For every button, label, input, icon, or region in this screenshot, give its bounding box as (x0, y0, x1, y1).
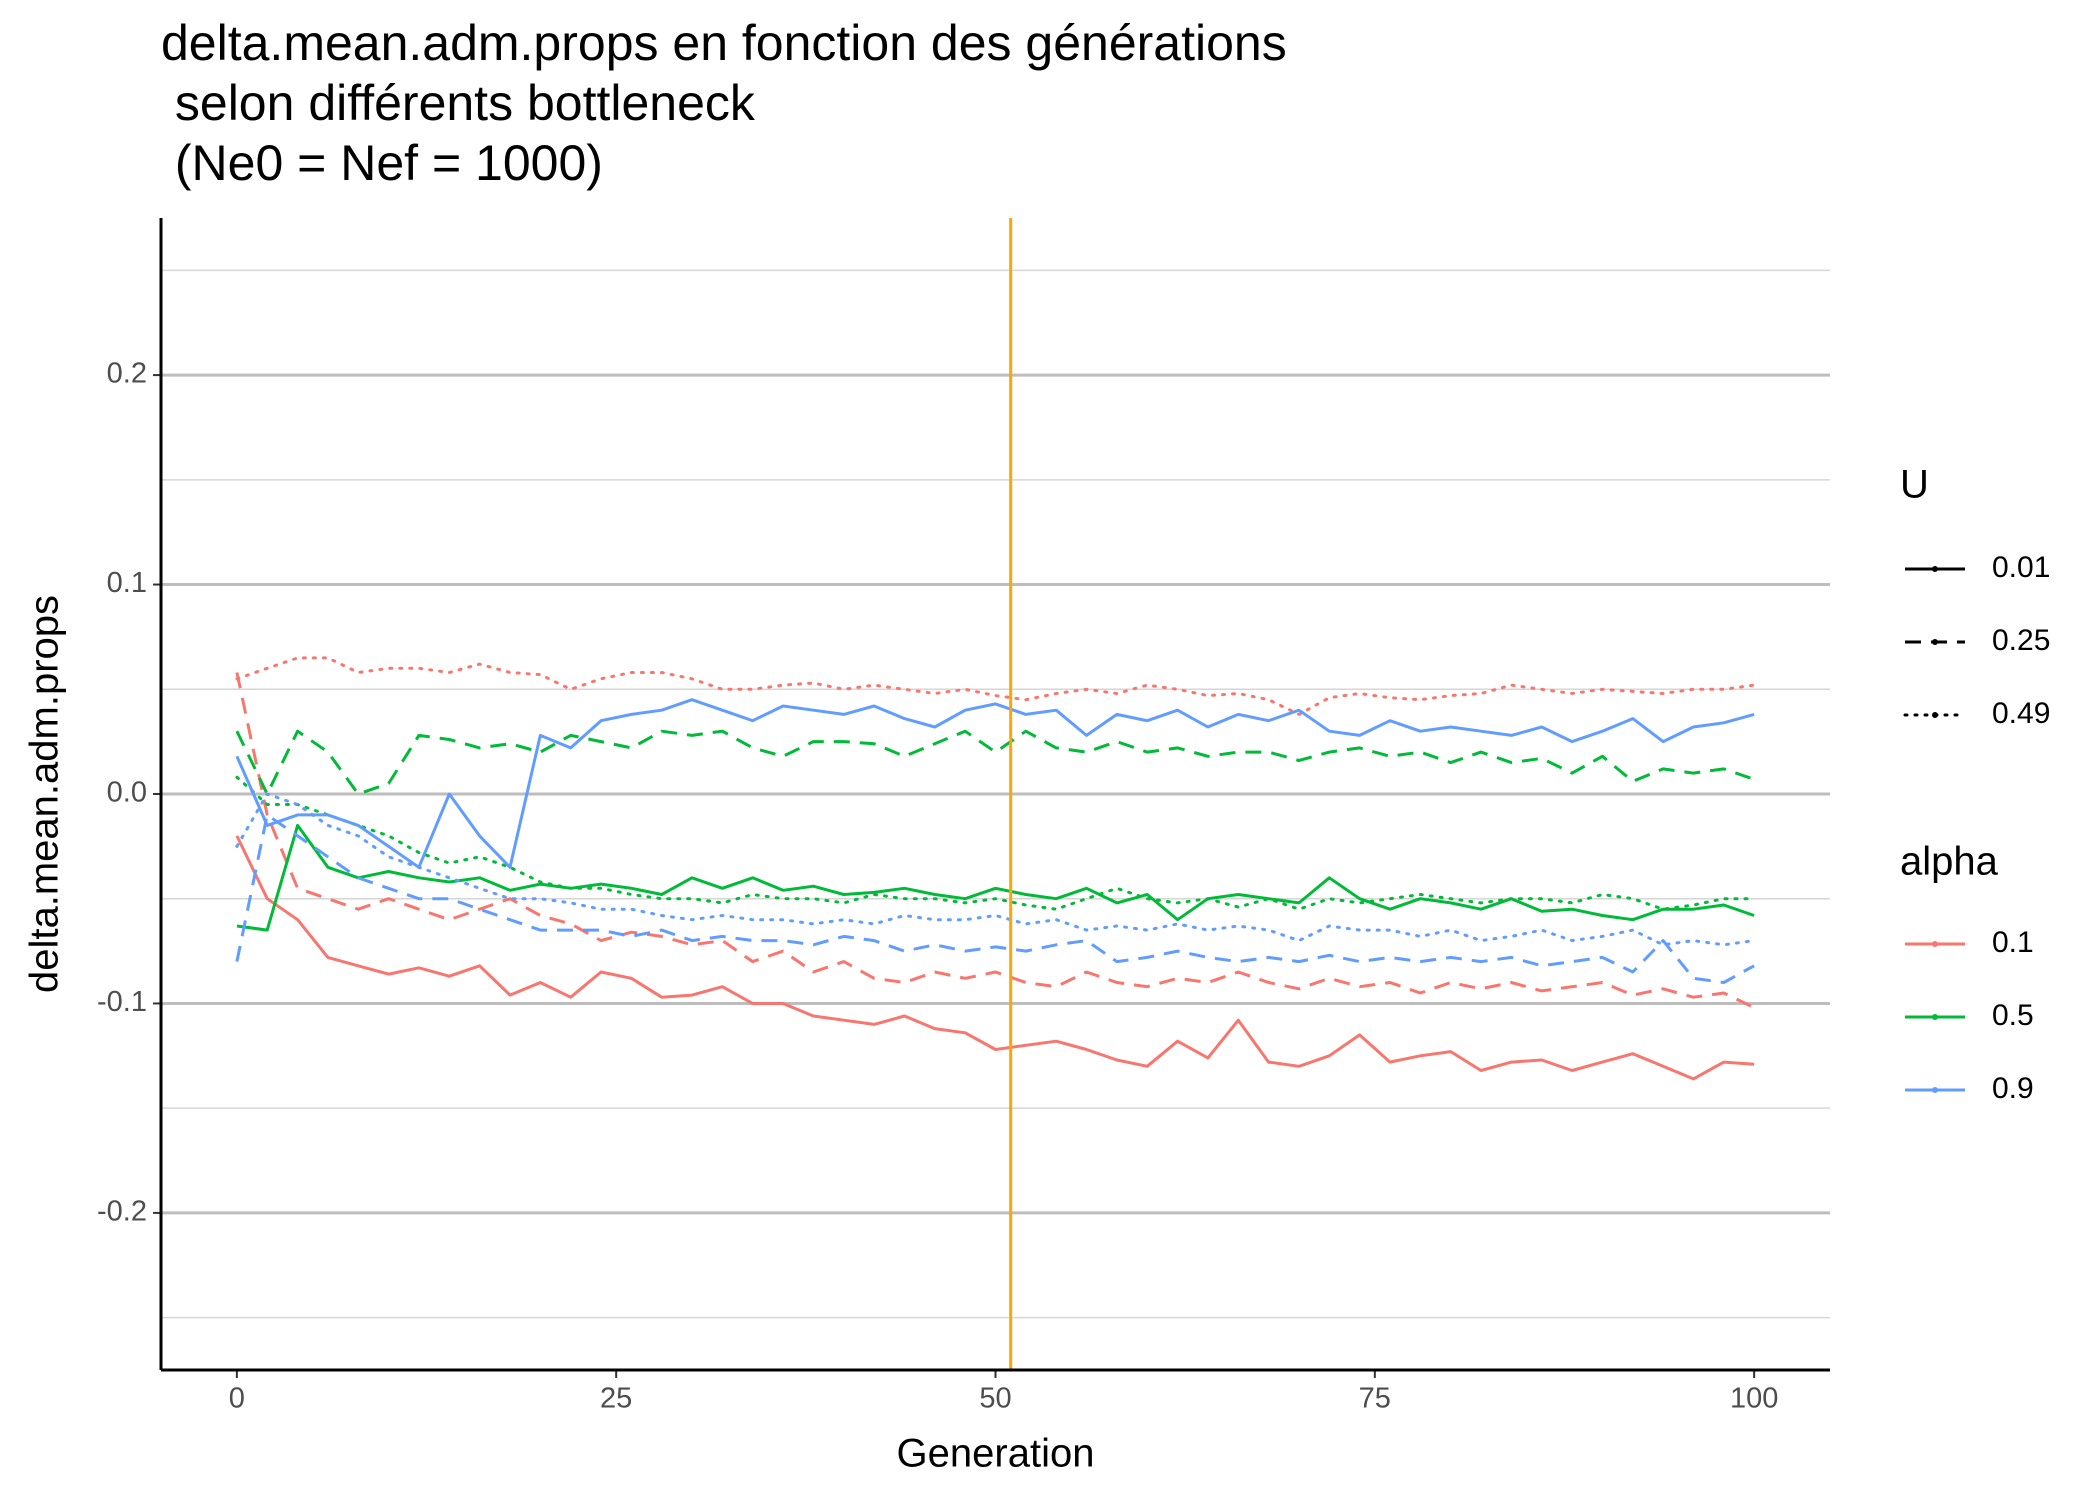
series-line (235, 729, 1755, 796)
legend-label: 0.5 (1992, 999, 2034, 1032)
legend-key-point (1932, 566, 1938, 572)
series-line (236, 823, 1755, 932)
y-tick-label: -0.2 (97, 1196, 147, 1228)
x-axis-title: Generation (897, 1432, 1095, 1476)
legend-label: 0.1 (1992, 926, 2034, 959)
legend-title: U (1900, 463, 1929, 507)
legend-key-point (1932, 639, 1938, 645)
series-line (235, 813, 1755, 984)
chart-title: selon différents bottleneck (161, 75, 756, 131)
legend: U 0.01 0.25 0.49 alpha 0.1 0.5 0.9 (1900, 463, 2050, 1105)
y-tick-label: 0.2 (107, 358, 147, 390)
series-line (235, 672, 1755, 1009)
y-tick-label: 0.1 (107, 567, 147, 599)
y-tick-label: -0.1 (97, 986, 147, 1018)
chart-title: delta.mean.adm.props en fonction des gén… (161, 15, 1287, 71)
y-axis-title: delta.mean.adm.props (23, 595, 67, 993)
y-tick-label: 0.0 (107, 777, 147, 809)
lines (235, 218, 1756, 1370)
legend-label: 0.25 (1992, 624, 2050, 657)
series-line (235, 775, 1756, 911)
legend-key-point (1932, 1087, 1938, 1093)
legend-label: 0.01 (1992, 551, 2050, 584)
legend-key-point (1932, 712, 1938, 718)
x-tick-label: 100 (1730, 1383, 1778, 1415)
x-tick-label: 50 (979, 1383, 1011, 1415)
series-line (235, 656, 1756, 716)
x-tick-label: 75 (1359, 1383, 1391, 1415)
legend-label: 0.9 (1992, 1072, 2034, 1105)
series-line (235, 835, 1755, 1081)
x-tick-label: 25 (600, 1383, 632, 1415)
axes: -0.2 -0.1 0.0 0.1 0.2 0 25 50 75 100 Generation del… (23, 218, 1830, 1476)
legend-key-point (1932, 1014, 1938, 1020)
x-tick-label: 0 (229, 1383, 245, 1415)
legend-label: 0.49 (1992, 697, 2050, 730)
legend-title: alpha (1900, 840, 1999, 884)
legend-key-point (1932, 941, 1938, 947)
chart-title: (Ne0 = Nef = 1000) (161, 135, 603, 191)
series-line (235, 698, 1755, 869)
